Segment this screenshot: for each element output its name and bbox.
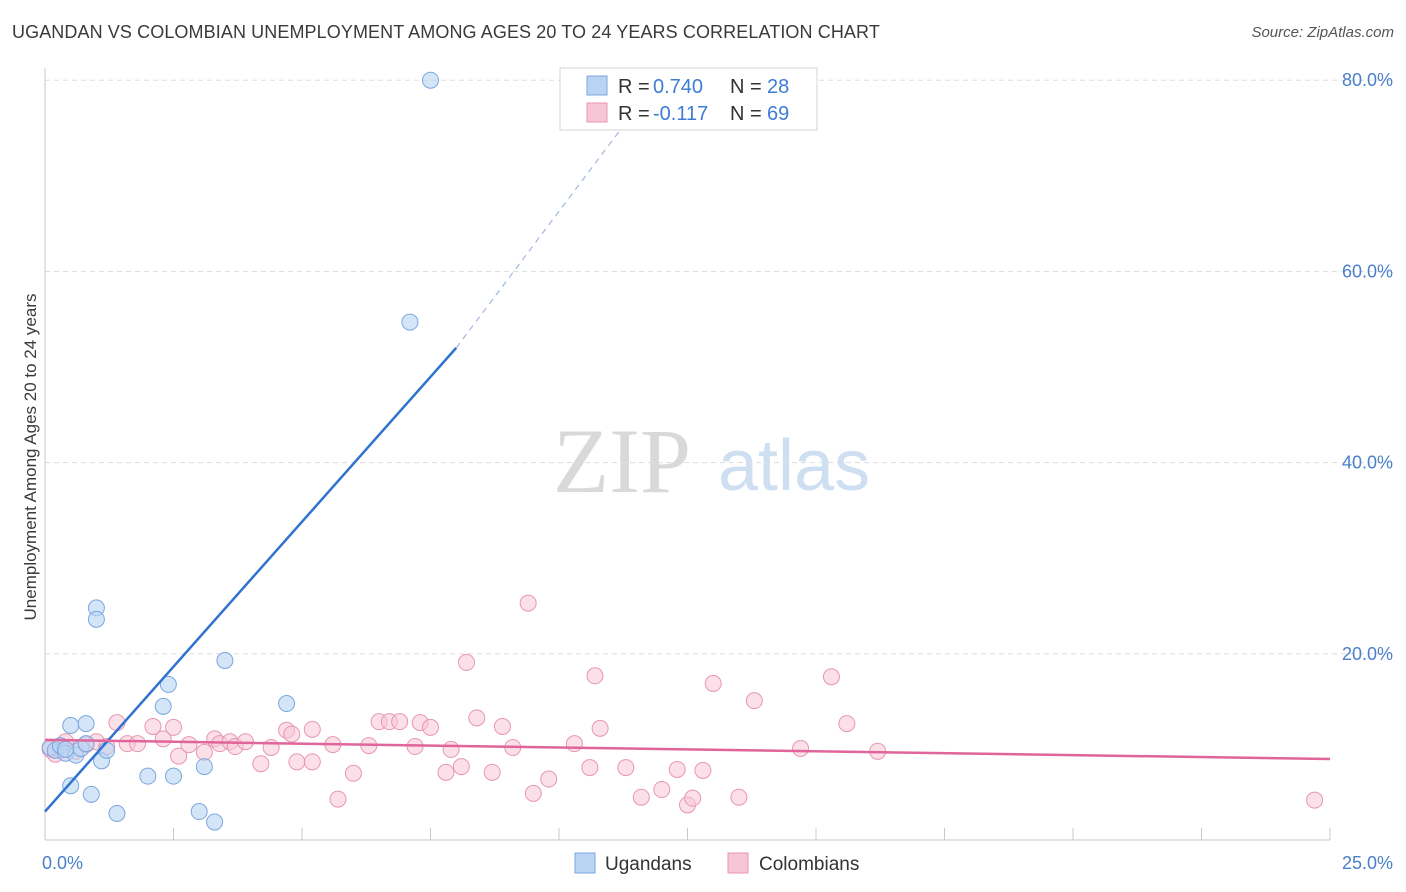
ugandans-point-20: [190, 803, 208, 821]
trend-lines: [44, 108, 1331, 813]
bottom-legend-swatch-ugandans: [574, 852, 596, 874]
colombians-point-26: [303, 720, 321, 738]
ugandans-point-5: [62, 777, 80, 795]
colombians-point-56: [668, 760, 686, 778]
colombians-point-47: [524, 784, 542, 802]
watermark-zip: ZIP: [553, 410, 691, 512]
colombians-point-59: [694, 761, 712, 779]
colombians-point-37: [422, 718, 439, 736]
ugandans-point-22: [206, 813, 224, 831]
colombians-point-43: [483, 763, 501, 781]
y-tick-label-80: 80.0%: [1342, 70, 1393, 90]
legend-box: R = 0.740 N = 28 R = -0.117 N = 69: [559, 67, 818, 131]
ugandans-point-8: [77, 735, 95, 753]
legend-n-label-colombians: N =: [730, 103, 762, 125]
legend-swatch-colombians: [586, 102, 608, 123]
ugandans-point-4: [62, 717, 80, 734]
colombians-point-13: [170, 747, 188, 765]
ugandans-points: [41, 71, 439, 831]
legend-n-label-ugandans: N =: [730, 76, 762, 98]
colombians-point-53: [617, 759, 635, 777]
x-tick-label-min: 0.0%: [42, 853, 83, 873]
colombians-point-9: [129, 735, 147, 753]
colombians-point-49: [565, 735, 583, 753]
colombians-point-10: [144, 717, 162, 735]
ugandans-point-12: [87, 610, 105, 628]
chart-title: UGANDAN VS COLOMBIAN UNEMPLOYMENT AMONG …: [12, 22, 880, 42]
colombians-trend-line: [44, 738, 1331, 761]
colombians-point-14: [180, 736, 198, 754]
colombians-point-39: [442, 740, 460, 758]
legend-n-value-colombians: 69: [767, 103, 789, 125]
ugandans-point-23: [216, 651, 234, 669]
ugandans-trend-line: [44, 347, 458, 813]
x-tick-label-max: 25.0%: [1342, 853, 1393, 873]
colombians-point-25: [288, 753, 306, 771]
colombians-point-41: [457, 653, 475, 671]
colombians-point-58: [684, 789, 702, 807]
colombians-point-61: [730, 788, 748, 806]
y-tick-label-20: 20.0%: [1342, 644, 1393, 664]
bottom-legend-swatch-colombians: [727, 852, 749, 874]
legend-r-label-colombians: R =: [618, 103, 650, 125]
colombians-point-12: [165, 718, 182, 736]
colombians-point-24: [283, 725, 301, 743]
y-tick-label-40: 40.0%: [1342, 453, 1393, 473]
ugandans-point-25: [401, 313, 419, 331]
bottom-legend: Ugandans Colombians: [574, 852, 859, 875]
gridlines: [45, 79, 1392, 655]
colombians-point-27: [303, 753, 321, 771]
ugandans-point-15: [108, 804, 126, 822]
source-credit: Source: ZipAtlas.com: [1251, 24, 1394, 41]
bottom-legend-label-ugandans: Ugandans: [605, 854, 692, 875]
colombians-point-54: [632, 788, 650, 806]
colombians-point-55: [653, 781, 671, 799]
colombians-point-48: [540, 770, 558, 788]
ugandans-point-26: [422, 71, 439, 89]
ugandans-point-14: [98, 741, 116, 759]
ugandans-point-9: [77, 715, 95, 733]
colombians-point-62: [745, 692, 763, 710]
legend-swatch-ugandans: [586, 75, 608, 96]
colombians-point-50: [581, 759, 599, 777]
ugandans-trend-extension: [455, 108, 637, 349]
y-axis-label: Unemployment Among Ages 20 to 24 years: [21, 294, 40, 621]
colombians-point-21: [252, 755, 270, 773]
legend-r-label-ugandans: R =: [618, 76, 650, 98]
ugandans-point-16: [139, 767, 157, 785]
legend-r-value-ugandans: 0.740: [653, 76, 703, 98]
ugandans-point-24: [278, 695, 296, 713]
colombians-point-46: [519, 594, 537, 612]
colombians-point-65: [838, 715, 856, 733]
colombians-point-42: [468, 709, 486, 727]
ugandans-point-21: [195, 758, 213, 776]
ugandans-point-27: [57, 740, 75, 758]
ugandans-point-18: [159, 675, 177, 693]
colombians-points: [41, 594, 1324, 814]
colombians-point-38: [437, 763, 455, 781]
colombians-point-30: [344, 764, 362, 782]
colombians-point-15: [195, 743, 213, 761]
ugandans-point-17: [154, 697, 172, 715]
watermark-atlas: atlas: [718, 426, 870, 506]
colombians-point-63: [792, 739, 810, 757]
colombians-point-34: [391, 713, 409, 731]
ugandans-point-19: [165, 767, 182, 785]
colombians-point-67: [1306, 791, 1324, 809]
bottom-legend-label-colombians: Colombians: [759, 854, 859, 875]
x-axis-ticks: [173, 828, 1331, 840]
colombians-point-44: [493, 717, 511, 735]
colombians-point-51: [586, 667, 604, 685]
legend-r-value-colombians: -0.117: [653, 103, 708, 125]
colombians-point-60: [704, 674, 722, 692]
legend-n-value-ugandans: 28: [767, 76, 789, 98]
colombians-point-40: [452, 758, 470, 776]
ugandans-point-10: [82, 785, 100, 803]
y-axis-tick-labels: 20.0% 40.0% 60.0% 80.0%: [1342, 70, 1393, 664]
colombians-point-52: [591, 719, 609, 737]
colombians-point-64: [822, 668, 840, 686]
y-tick-label-60: 60.0%: [1342, 261, 1393, 281]
colombians-point-29: [329, 790, 347, 808]
